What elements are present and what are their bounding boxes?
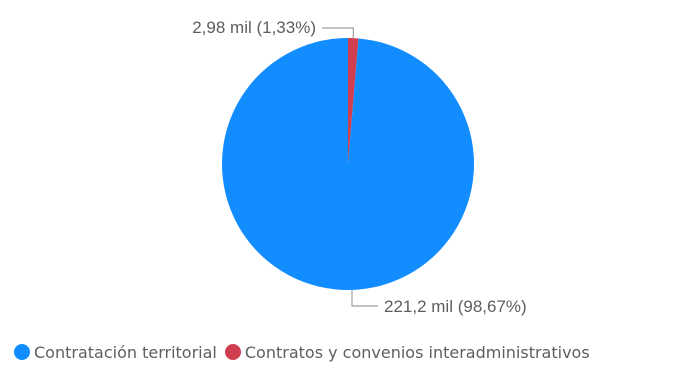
pie-chart: 2,98 mil (1,33%) 221,2 mil (98,67%) [192,18,527,316]
legend-label-interadministrativos: Contratos y convenios interadministrativ… [244,342,590,362]
legend-marker-interadministrativos [224,344,241,360]
pie-slice-territorial[interactable] [221,38,474,290]
pie-slices [221,38,474,290]
leader-line-interadministrativos [322,27,354,39]
data-label-territorial: 221,2 mil (98,67%) [384,297,527,316]
legend-label-territorial: Contratación territorial [34,342,217,362]
legend-item-territorial[interactable]: Contratación territorial [14,343,217,362]
legend: Contratación territorial Contratos y con… [14,340,598,364]
data-label-interadministrativos: 2,98 mil (1,33%) [192,18,316,37]
legend-item-interadministrativos[interactable]: Contratos y convenios interadministrativ… [224,342,590,362]
legend-marker-territorial [14,344,30,360]
pie-slice-interadministrativos[interactable] [348,38,359,164]
leader-line-territorial [351,290,378,307]
